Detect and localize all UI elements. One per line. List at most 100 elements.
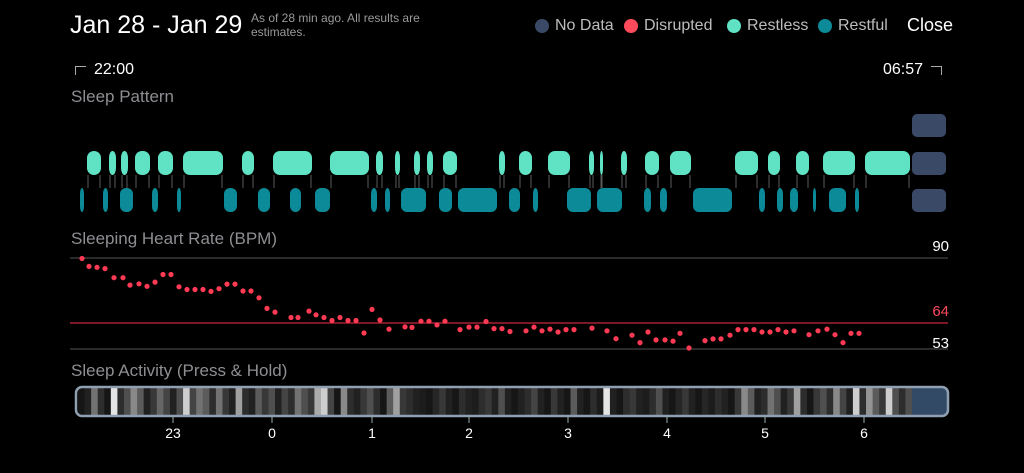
activity-bar — [478, 387, 486, 416]
heart-rate-point — [184, 286, 190, 293]
estimate-note: As of 28 min ago. All results are estima… — [251, 11, 420, 39]
heart-rate-point — [264, 305, 270, 311]
activity-bar — [248, 387, 256, 416]
heart-rate-point — [775, 327, 781, 333]
activity-bar — [879, 387, 887, 416]
activity-bar — [458, 387, 467, 416]
activity-bar — [472, 387, 480, 416]
activity-bar — [570, 387, 578, 416]
heart-rate-point — [353, 317, 359, 324]
restless-segment — [376, 151, 383, 175]
activity-bar — [498, 387, 506, 416]
restless-dot-icon — [727, 19, 741, 33]
heart-rate-point — [224, 281, 230, 287]
activity-bar — [281, 387, 289, 416]
activity-bar — [268, 387, 276, 416]
activity-bar — [123, 387, 132, 416]
activity-bar — [353, 387, 361, 416]
restless-segment — [183, 151, 223, 175]
activity-bar — [760, 387, 769, 416]
activity-bar — [721, 387, 729, 416]
restful-segment — [509, 188, 520, 212]
restless-segment — [621, 151, 627, 175]
activity-bar — [143, 387, 151, 416]
close-button[interactable]: Close — [907, 15, 954, 35]
activity-bar — [169, 387, 178, 416]
activity-bar — [491, 387, 499, 416]
legend-label: Restless — [747, 17, 809, 34]
min-value: 53 — [932, 335, 949, 352]
activity-bar — [563, 387, 572, 416]
heart-rate-point — [321, 314, 327, 321]
pattern-connectors — [87, 175, 910, 188]
restful-segment — [152, 188, 158, 212]
activity-bar — [393, 387, 401, 416]
x-tick-label: 1 — [368, 425, 376, 441]
activity-bar — [150, 387, 158, 416]
activity-bar — [399, 387, 407, 416]
activity-bar — [360, 387, 368, 416]
activity-bar — [261, 387, 270, 416]
restless-segment — [395, 151, 400, 175]
heart-rate-point — [94, 264, 100, 270]
activity-bar — [872, 387, 880, 416]
heart-rate-point — [677, 330, 683, 336]
activity-bar — [787, 387, 795, 416]
activity-bar — [196, 387, 204, 416]
heart-rate-point — [402, 324, 408, 330]
restless-segment — [735, 151, 758, 175]
heart-rate-point — [718, 336, 724, 342]
activity-bar — [629, 387, 637, 416]
activity-bar — [774, 387, 782, 416]
legend-label: Restful — [838, 17, 888, 34]
heart-rate-point — [144, 283, 150, 289]
activity-bar — [905, 387, 913, 416]
sleep-activity-label: Sleep Activity (Press & Hold) — [71, 361, 288, 380]
heart-rate-point — [295, 314, 301, 321]
activity-bar — [412, 387, 421, 416]
heart-rate-point — [523, 328, 529, 334]
heart-rate-point — [232, 281, 238, 287]
heart-rate-point — [369, 306, 375, 312]
heart-rate-point — [613, 336, 619, 342]
activity-bar — [734, 387, 742, 416]
legend-no-data: No Data — [535, 16, 614, 36]
activity-bar — [229, 387, 237, 416]
heart-rate-point — [386, 326, 392, 332]
activity-bar — [577, 387, 585, 416]
heart-rate-point — [152, 279, 158, 285]
heart-rate-point — [637, 340, 643, 346]
restful-segments — [80, 188, 859, 212]
restful-segment — [120, 188, 133, 212]
activity-bar — [91, 387, 99, 416]
restless-segment — [158, 151, 173, 175]
restful-segment — [80, 188, 84, 212]
heart-rate-point — [539, 328, 545, 334]
max-value: 90 — [932, 238, 949, 255]
restful-segment — [855, 188, 859, 212]
restless-segment — [519, 151, 532, 175]
activity-bar — [590, 387, 598, 416]
heart-rate-point — [840, 340, 846, 346]
heart-rate-point — [832, 332, 838, 338]
activity-bar — [642, 387, 650, 416]
activity-bar — [288, 387, 296, 416]
activity-bar — [380, 387, 388, 416]
heart-rate-point — [848, 330, 854, 336]
activity-bar — [104, 387, 112, 416]
activity-bar — [340, 387, 348, 416]
activity-bar — [183, 387, 191, 416]
activity-bar — [596, 387, 604, 416]
activity-bar — [117, 387, 125, 416]
activity-bar — [517, 387, 526, 416]
heart-rate-point — [434, 322, 440, 328]
restless-segment — [670, 151, 691, 175]
activity-bar — [695, 387, 703, 416]
activity-bar — [504, 387, 513, 416]
heart-rate-point — [735, 327, 741, 333]
activity-bar — [202, 387, 210, 416]
end-bracket-icon — [931, 65, 943, 75]
